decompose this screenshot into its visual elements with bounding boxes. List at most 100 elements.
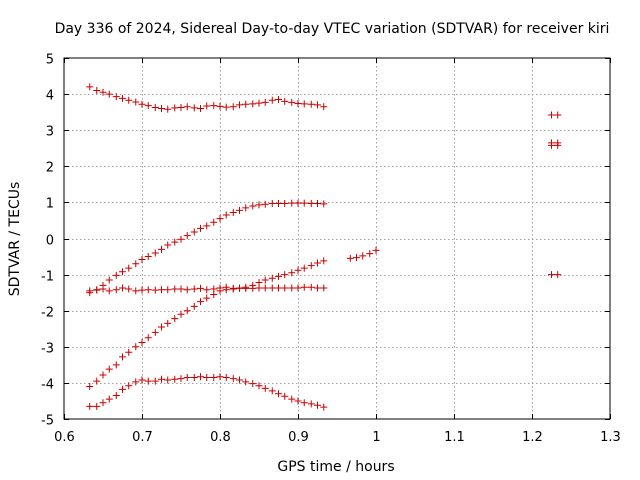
data-point-track-c [275,284,282,292]
data-point-track-e [210,373,218,381]
data-point-track-a [242,100,250,108]
x-tick-label: 1 [372,430,380,445]
data-point-track-a [177,103,185,111]
y-axis-label: SDTVAR / TECUs [7,182,23,297]
data-point-track-e [249,380,257,388]
data-point-track-a [119,94,126,102]
data-point-track-d [197,298,204,306]
data-point-track-e [99,399,107,407]
data-point-track-d [242,283,250,291]
data-point-track-a [203,102,211,110]
data-point-track-e [132,378,140,386]
data-point-track-e [242,378,250,386]
data-point-track-b [294,199,302,207]
data-point-track-a [288,98,296,106]
data-point-track-c [125,285,133,293]
data-point-track-b [190,228,198,236]
data-point-track-a [158,105,165,113]
data-point-track-b [236,206,243,214]
data-point-track-c [294,284,302,292]
data-point-track-g [554,271,562,279]
data-point-track-e [216,373,224,381]
data-point-track-c [132,287,140,295]
data-point-track-c [93,286,101,294]
data-point-track-a [249,100,257,108]
data-point-track-e [294,397,302,405]
data-point-track-e [125,382,133,390]
data-point-track-c [203,286,211,294]
data-point-track-a [138,100,146,108]
data-point-track-c [190,285,198,293]
y-tick-label: -4 [41,378,54,393]
x-axis-label: GPS time / hours [277,459,394,475]
data-point-track-e [236,376,243,384]
data-point-track-b [105,276,113,284]
data-point-track-a [300,100,308,108]
data-point-track-c [281,284,289,292]
data-point-track-c [164,286,172,294]
y-tick-label: 1 [46,197,54,212]
data-point-track-d [144,334,152,342]
data-point-track-b [275,199,282,207]
data-point-track-c [119,284,126,292]
y-tick-label: 0 [46,234,54,249]
y-tick-label: -2 [41,306,54,321]
data-point-track-a [210,102,218,110]
data-point-track-a [275,96,282,104]
data-point-track-a [112,93,120,101]
data-point-track-d [177,310,185,318]
data-point-track-e [300,399,308,407]
data-point-track-e [190,373,198,381]
data-point-track-e [288,395,296,403]
data-point-track-a [320,103,328,111]
data-point-track-a [222,103,230,111]
data-point-track-b [307,199,315,207]
data-point-track-b [183,232,191,240]
x-tick-label: 0.7 [132,430,153,445]
data-point-track-d [281,271,289,279]
data-point-track-d [203,294,211,302]
data-point-track-a [99,88,107,96]
data-point-track-c [105,287,113,295]
data-point-track-c [171,285,179,293]
data-point-track-d [300,264,308,272]
data-point-track-a [132,98,140,106]
data-point-track-d [307,262,315,270]
data-point-track-d [249,281,257,289]
data-point-track-d [268,274,276,282]
data-point-track-e [222,373,230,381]
data-point-track-e [177,375,185,383]
data-point-track-e [119,385,126,393]
data-point-track-b [314,199,321,207]
data-point-track-c [288,284,296,292]
data-point-track-b [288,199,296,207]
data-point-track-e [307,400,315,408]
data-point-track-b [242,204,250,212]
data-point-track-c [314,284,321,292]
data-point-track-d [275,272,282,280]
data-point-track-b [229,209,237,217]
data-point-track-f [346,254,354,262]
data-point-track-a [93,86,101,94]
data-point-track-b [249,202,257,210]
data-point-track-c [99,285,107,293]
data-point-track-d [164,319,172,327]
data-point-track-c [261,284,269,292]
data-point-track-a [86,83,94,91]
data-point-track-d [158,323,165,331]
data-points [86,83,562,411]
data-point-track-e [255,382,263,390]
data-point-track-e [275,390,282,398]
data-point-track-d [190,302,198,310]
x-tick-label: 1.1 [444,430,465,445]
data-point-track-d [112,361,120,369]
data-point-track-f [353,254,360,262]
data-point-track-d [261,276,269,284]
y-tick-label: 4 [46,89,54,104]
data-point-track-a [216,102,224,110]
data-point-track-b [164,241,172,249]
data-point-track-g [548,111,555,119]
data-point-track-d [93,377,101,385]
data-point-track-f [359,252,367,260]
data-point-track-a [255,99,263,107]
